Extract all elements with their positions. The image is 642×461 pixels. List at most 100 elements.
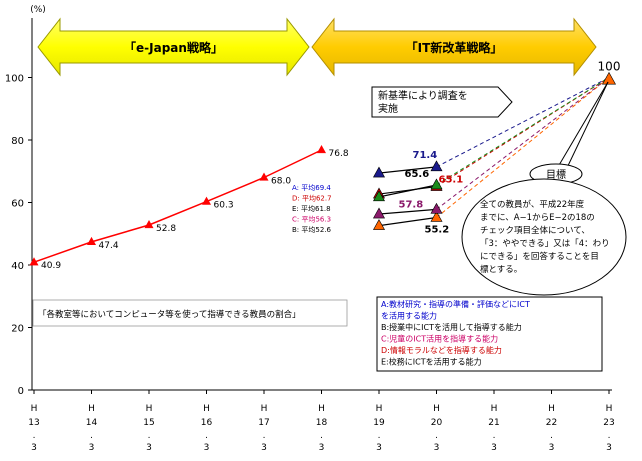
phase-arrows: 「e-Japan戦略」 「IT新改革戦略」 bbox=[37, 17, 597, 77]
series-line-b bbox=[378, 216, 437, 227]
x-ticks: H 13. 3 H 14. 3 H 15. 3 H 16. 3 H 17. 3 H 18. 3 H 19. 3 H 20. 3… bbox=[28, 390, 615, 453]
series-point-b bbox=[372, 219, 386, 230]
x-tick-month: 3 bbox=[434, 443, 440, 453]
goal-text-line: 標とする。 bbox=[480, 264, 522, 275]
ability-legend-line: E:校務にICTを活用する能力 bbox=[381, 357, 482, 367]
x-tick-month: 3 bbox=[491, 443, 497, 453]
x-tick-month: 3 bbox=[146, 443, 152, 453]
x-tick-month: 3 bbox=[549, 443, 555, 453]
goal-text: 全ての教員が、平成22年度までに、A−1からE−2の18のチェック項目全体につい… bbox=[480, 199, 610, 275]
series-point-e bbox=[372, 190, 386, 202]
goal-text-line: までに、A−1からE−2の18の bbox=[480, 213, 595, 223]
x-tick-year: 16 bbox=[201, 418, 213, 428]
x-tick-era: H bbox=[146, 404, 153, 414]
y-tick-label: 20 bbox=[11, 324, 24, 335]
series-value-label-a: 71.4 bbox=[413, 150, 438, 161]
x-tick-year: 22 bbox=[546, 418, 557, 428]
x-tick-era: H bbox=[376, 404, 383, 414]
goal-callout: 目標 bbox=[461, 81, 627, 296]
series-point-a bbox=[372, 166, 386, 178]
x-tick-era: H bbox=[606, 404, 613, 414]
series-line-a bbox=[378, 166, 437, 174]
x-tick-month: 3 bbox=[319, 443, 325, 453]
phase-arrow bbox=[311, 17, 597, 77]
historical-value-label: 52.8 bbox=[156, 224, 176, 234]
x-tick-month: 3 bbox=[606, 443, 612, 453]
series-value-label-c: 57.8 bbox=[399, 199, 424, 210]
x-tick-dot: . bbox=[263, 431, 266, 441]
historical-line bbox=[33, 149, 322, 263]
x-tick-era: H bbox=[318, 404, 325, 414]
historical-value-label: 68.0 bbox=[271, 177, 291, 187]
x-tick-year: 19 bbox=[373, 418, 385, 428]
x-tick-month: 3 bbox=[31, 443, 37, 453]
y-ticks: 0 20 40 60 80 100 bbox=[5, 74, 32, 397]
x-tick-month: 3 bbox=[204, 443, 210, 453]
y-tick-label: 60 bbox=[11, 199, 24, 210]
series-line-e bbox=[378, 184, 437, 198]
x-tick-month: 3 bbox=[261, 443, 267, 453]
ability-legend-line: D:情報モラルなどを指導する能力 bbox=[381, 345, 502, 355]
target-point bbox=[601, 71, 617, 85]
new-series: 71.4 55.2 57.8 65.1 65.6 bbox=[372, 150, 464, 236]
goal-text-line: にできる」を回答することを目 bbox=[480, 251, 599, 262]
historical-value-label: 40.9 bbox=[41, 261, 61, 271]
x-tick-year: 21 bbox=[488, 418, 499, 428]
projection-lines bbox=[436, 77, 610, 218]
ability-legend-line: C:児童のICT活用を指導する能力 bbox=[381, 334, 498, 344]
phase-label: 「IT新改革戦略」 bbox=[406, 40, 503, 55]
series-line-d bbox=[378, 185, 437, 195]
x-tick-year: 13 bbox=[28, 418, 39, 428]
historical-point bbox=[29, 257, 39, 266]
projection-line-e bbox=[436, 77, 610, 186]
legend-entry-e: E: 平均61.8 bbox=[292, 204, 331, 213]
x-tick-dot: . bbox=[148, 431, 151, 441]
x-tick-dot: . bbox=[205, 431, 208, 441]
legend-entry-b: B: 平均52.6 bbox=[292, 225, 332, 234]
x-tick-month: 3 bbox=[89, 443, 95, 453]
survey-note-line-1: 新基準により調査を bbox=[378, 89, 468, 102]
x-tick-dot: . bbox=[90, 431, 93, 441]
projection-line-a bbox=[436, 77, 610, 168]
survey-note-line-2: 実施 bbox=[378, 102, 398, 115]
series-point-b bbox=[430, 210, 443, 222]
series-description-box: 「各教室等においてコンピュータ等を使って指導できる教員の割合」 bbox=[32, 299, 348, 327]
series-value-label-d: 65.1 bbox=[439, 175, 464, 186]
x-tick-year: 17 bbox=[258, 418, 269, 428]
historical-point bbox=[259, 172, 269, 181]
x-tick-era: H bbox=[491, 404, 498, 414]
x-tick-era: H bbox=[433, 404, 440, 414]
goal-text-line: チェック項目全体について、 bbox=[480, 225, 590, 236]
x-tick-year: 15 bbox=[143, 418, 154, 428]
historical-value-label: 76.8 bbox=[329, 149, 349, 159]
legend-entry-d: D: 平均62.7 bbox=[292, 194, 332, 203]
historical-value-label: 60.3 bbox=[214, 201, 234, 211]
series-point-e bbox=[430, 178, 443, 190]
x-tick-year: 14 bbox=[86, 418, 98, 428]
projection-line-c bbox=[436, 77, 610, 210]
x-tick-dot: . bbox=[320, 431, 323, 441]
series-point-c bbox=[430, 202, 443, 214]
historical-point bbox=[144, 220, 154, 229]
historical-point bbox=[86, 236, 97, 246]
x-tick-era: H bbox=[203, 404, 210, 414]
x-tick-month: 3 bbox=[376, 443, 382, 453]
x-tick-year: 18 bbox=[316, 418, 328, 428]
x-tick-dot: . bbox=[33, 431, 36, 441]
historical-point bbox=[316, 145, 327, 154]
goal-bubble bbox=[461, 178, 627, 296]
series-point-a bbox=[430, 160, 443, 172]
historical-value-label: 47.4 bbox=[99, 241, 119, 251]
x-tick-dot: . bbox=[550, 431, 553, 441]
phase-arrow bbox=[37, 17, 310, 77]
series-legend: A: 平均69.4 D: 平均62.7E: 平均61.8 C: 平均56.3B: 平… bbox=[292, 183, 332, 234]
series-line-c bbox=[378, 208, 437, 215]
goal-title: 目標 bbox=[546, 168, 566, 181]
y-tick-label: 100 bbox=[5, 74, 24, 85]
ability-legend-line: を活用する能力 bbox=[381, 311, 437, 321]
ability-legend-line: A:教材研究・指導の準備・評価などにICT bbox=[381, 299, 530, 309]
phase-label: 「e-Japan戦略」 bbox=[124, 40, 223, 55]
goal-text-line: 「3：ややできる」又は「4：わり bbox=[480, 239, 610, 249]
ability-legend-line: B:授業中にICTを活用して指導する能力 bbox=[381, 322, 522, 332]
x-tick-dot: . bbox=[493, 431, 496, 441]
